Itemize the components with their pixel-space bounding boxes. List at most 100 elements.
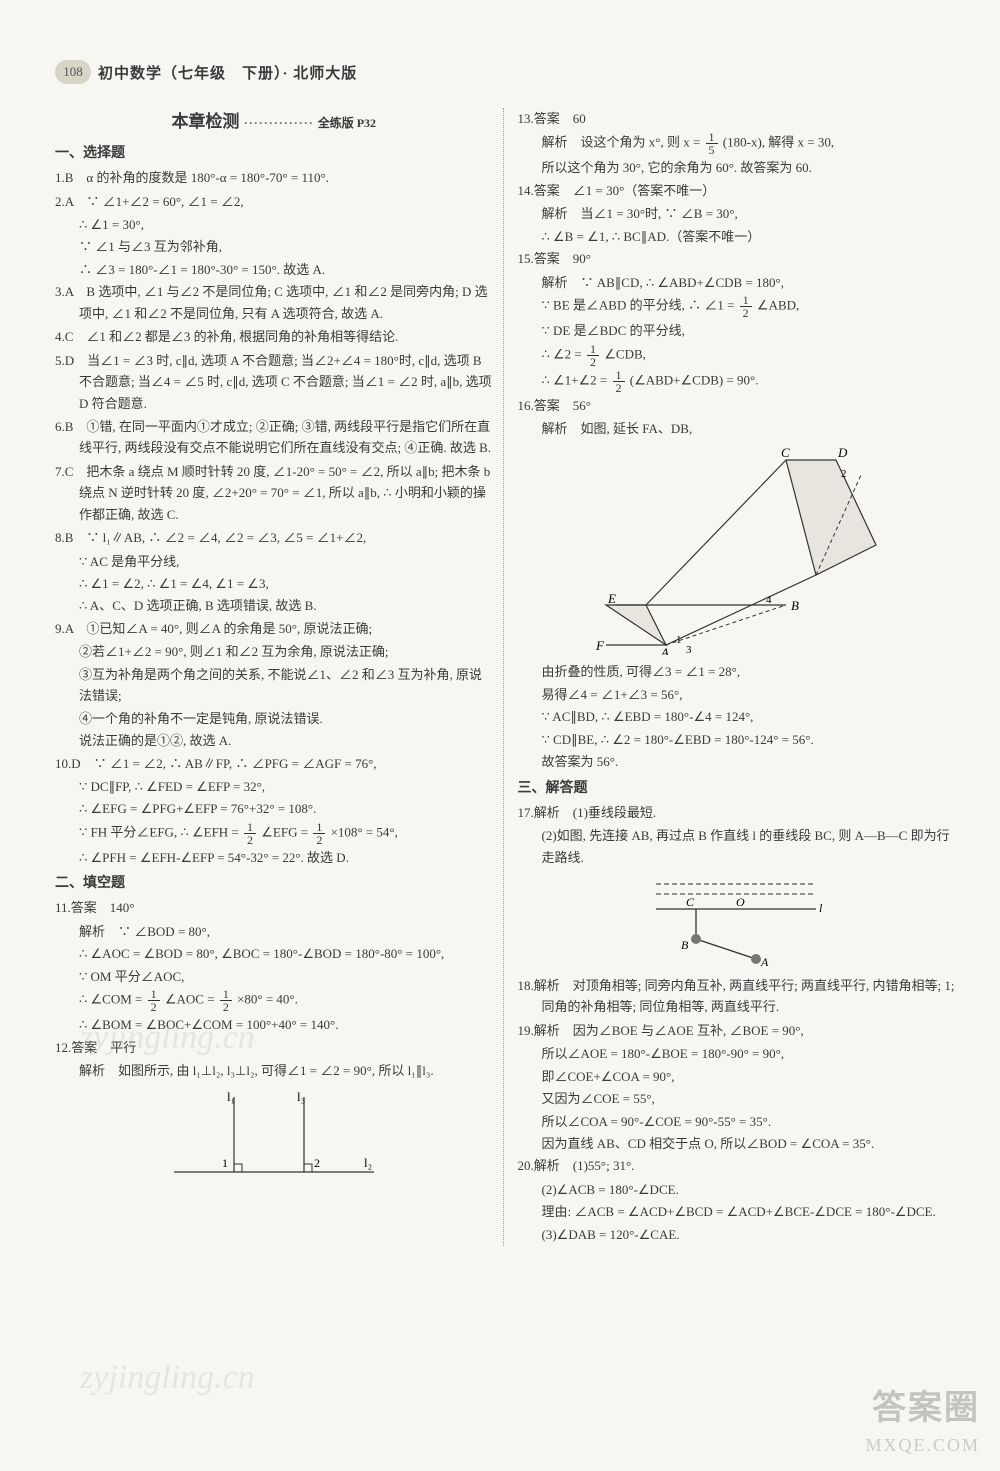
fig12-a1: 1 [222,1156,228,1170]
q20c: (3)∠DAB = 120°-∠CAE. [518,1224,956,1245]
fig17-C: C [686,895,695,909]
frac-half-2: 12 [313,821,325,846]
q2: 2.A ∵ ∠1+∠2 = 60°, ∠1 = ∠2, [55,191,493,212]
fig17-O: O [736,895,745,909]
q8b: ∴ ∠1 = ∠2, ∴ ∠1 = ∠4, ∠1 = ∠3, [55,573,493,594]
left-column: 本章检测 ·············· 全练版 P32 一、选择题 1.B α … [55,108,504,1246]
q11: 11.答案 140° [55,897,493,918]
q19a: 所以∠AOE = 180°-∠BOE = 180°-90° = 90°, [518,1043,956,1064]
q13a: 解析 设这个角为 x°, 则 x = 15 (180-x), 解得 x = 30… [518,131,956,156]
frac-fifth: 15 [706,131,718,156]
q10d: ∴ ∠PFH = ∠EFH-∠EFP = 54°-32° = 22°. 故选 D… [55,847,493,868]
q7: 7.C 把木条 a 绕点 M 顺时针转 20 度, ∠1-20° = 50° =… [55,461,493,525]
q9a: ②若∠1+∠2 = 90°, 则∠1 和∠2 互为余角, 原说法正确; [55,641,493,662]
q6: 6.B ①错, 在同一平面内①才成立; ②正确; ③错, 两线段平行是指它们所在… [55,416,493,459]
q14b: ∴ ∠B = ∠1, ∴ BC∥AD.（答案不唯一） [518,226,956,247]
q2b: ∵ ∠1 与∠3 互为邻补角, [55,236,493,257]
q15b-pre: ∵ BE 是∠ABD 的平分线, ∴ ∠1 = [542,298,738,313]
frac-half-7: 12 [613,369,625,394]
q11b: ∴ ∠AOC = ∠BOD = 80°, ∠BOC = 180°-∠BOD = … [55,943,493,964]
q15b-post: ∠ABD, [757,298,799,313]
q3: 3.A B 选项中, ∠1 与∠2 不是同位角; C 选项中, ∠1 和∠2 是… [55,281,493,324]
q10c-post: ×108° = 54°, [331,824,398,839]
fig17-l: l [819,901,823,915]
q15e-post: (∠ABD+∠CDB) = 90°. [630,372,759,387]
q20a: (2)∠ACB = 180°-∠DCE. [518,1179,956,1200]
q16f: 故答案为 56°. [518,751,956,772]
q20: 20.解析 (1)55°; 31°. [518,1155,956,1176]
q9: 9.A ①已知∠A = 40°, 则∠A 的余角是 50°, 原说法正确; [55,618,493,639]
q10: 10.D ∵ ∠1 = ∠2, ∴ AB∥FP, ∴ ∠PFG = ∠AGF =… [55,753,493,774]
fig16-B: B [791,598,799,613]
q10b: ∴ ∠EFG = ∠PFG+∠EFP = 76°+32° = 108°. [55,798,493,819]
q17a: (2)如图, 先连接 AB, 再过点 B 作直线 l 的垂线段 BC, 则 A—… [518,825,956,868]
q2a: ∴ ∠1 = 30°, [55,214,493,235]
q18: 18.解析 对顶角相等; 同旁内角互补, 两直线平行; 两直线平行, 内错角相等… [518,975,956,1018]
q15c: ∵ DE 是∠BDC 的平分线, [518,320,956,341]
q15e: ∴ ∠1+∠2 = 12 (∠ABD+∠CDB) = 90°. [518,369,956,394]
q12a: 解析 如图所示, 由 l₁⊥l₂, l₃⊥l₂, 可得∠1 = ∠2 = 90°… [55,1060,493,1081]
fig16-2: 2 [841,468,847,480]
q11d-pre: ∴ ∠COM = [79,992,146,1007]
fig17-A: A [760,955,769,969]
frac-half-5: 12 [740,294,752,319]
q16a: 解析 如图, 延长 FA、DB, [518,418,956,439]
section-answer-heading: 三、解答题 [518,777,956,800]
chapter-test-title: 本章检测 ·············· 全练版 P32 [55,108,493,136]
q13b: 所以这个角为 30°, 它的余角为 60°. 故答案为 60. [518,157,956,178]
q9c: ④一个角的补角不一定是钝角, 原说法错误. [55,708,493,729]
q19b: 即∠COE+∠COA = 90°, [518,1066,956,1087]
q2c: ∴ ∠3 = 180°-∠1 = 180°-30° = 150°. 故选 A. [55,259,493,280]
q16d: ∵ AC∥BD, ∴ ∠EBD = 180°-∠4 = 124°, [518,706,956,727]
fig12-l3: l₃ [297,1089,305,1104]
q10c-pre: ∵ FH 平分∠EFG, ∴ ∠EFH = [79,824,242,839]
q8: 8.B ∵ l₁∥AB, ∴ ∠2 = ∠4, ∠2 = ∠3, ∠5 = ∠1… [55,527,493,548]
watermark-2: zyjingling.cn [80,1350,255,1406]
two-column-layout: 本章检测 ·············· 全练版 P32 一、选择题 1.B α … [55,108,955,1246]
fig12-l2: l₂ [364,1155,372,1170]
watermark-bottom-right: 答案圈 MXQE.COM [865,1381,980,1461]
fig17-B: B [681,938,689,952]
q10c: ∵ FH 平分∠EFG, ∴ ∠EFH = 12 ∠EFG = 12 ×108°… [55,821,493,846]
right-column: 13.答案 60 解析 设这个角为 x°, 则 x = 15 (180-x), … [518,108,956,1246]
page-header: 初中数学（七年级 下册）· 北师大版 [98,62,357,87]
q19: 19.解析 因为∠BOE 与∠AOE 互补, ∠BOE = 90°, [518,1020,956,1041]
q16: 16.答案 56° [518,395,956,416]
q13a-post: (180-x), 解得 x = 30, [723,135,834,150]
q17: 17.解析 (1)垂线段最短. [518,802,956,823]
wm-br-1: 答案圈 [872,1390,980,1427]
figure-q16: C D E F A B 1 2 3 4 [586,445,886,655]
q4: 4.C ∠1 和∠2 都是∠3 的补角, 根据同角的补角相等得结论. [55,326,493,347]
q11d-post: ×80° = 40°. [237,992,298,1007]
q8a: ∵ AC 是角平分线, [55,551,493,572]
q8c: ∴ A、C、D 选项正确, B 选项错误, 故选 B. [55,595,493,616]
q13a-pre: 解析 设这个角为 x°, 则 x = [542,135,704,150]
fig16-3: 3 [686,644,692,655]
q11c: ∵ OM 平分∠AOC, [55,966,493,987]
fig16-4: 4 [766,594,772,606]
q16b: 由折叠的性质, 可得∠3 = ∠1 = 28°, [518,661,956,682]
wm-br-2: MXQE.COM [865,1431,980,1461]
fig16-D: D [837,445,848,460]
fig12-a2: 2 [314,1156,320,1170]
q19d: 所以∠COA = 90°-∠COE = 90°-55° = 35°. [518,1111,956,1132]
q10c-mid: ∠EFG = [261,824,311,839]
frac-half-6: 12 [587,343,599,368]
q15a: 解析 ∵ AB∥CD, ∴ ∠ABD+∠CDB = 180°, [518,272,956,293]
q9d: 说法正确的是①②, 故选 A. [55,730,493,751]
fig16-A: A [660,645,669,655]
q20b: 理由: ∠ACB = ∠ACD+∠BCD = ∠ACD+∠BCE-∠DCE = … [518,1201,956,1222]
q5: 5.D 当∠1 = ∠3 时, c∥d, 选项 A 不合题意; 当∠2+∠4 =… [55,350,493,414]
q14a: 解析 当∠1 = 30°时, ∵ ∠B = 30°, [518,203,956,224]
frac-half-1: 12 [244,821,256,846]
q15e-pre: ∴ ∠1+∠2 = [542,372,611,387]
q15d: ∴ ∠2 = 12 ∠CDB, [518,343,956,368]
figure-q12: l₁ l₃ l₂ 1 2 [164,1087,384,1207]
q19e: 因为直线 AB、CD 相交于点 O, 所以∠BOD = ∠COA = 35°. [518,1133,956,1154]
page-number-badge: 108 [55,60,91,84]
section-fill-heading: 二、填空题 [55,872,493,895]
q11a: 解析 ∵ ∠BOD = 80°, [55,921,493,942]
fig16-F: F [595,638,605,653]
q16c: 易得∠4 = ∠1+∠3 = 56°, [518,684,956,705]
q1: 1.B α 的补角的度数是 180°-α = 180°-70° = 110°. [55,167,493,188]
